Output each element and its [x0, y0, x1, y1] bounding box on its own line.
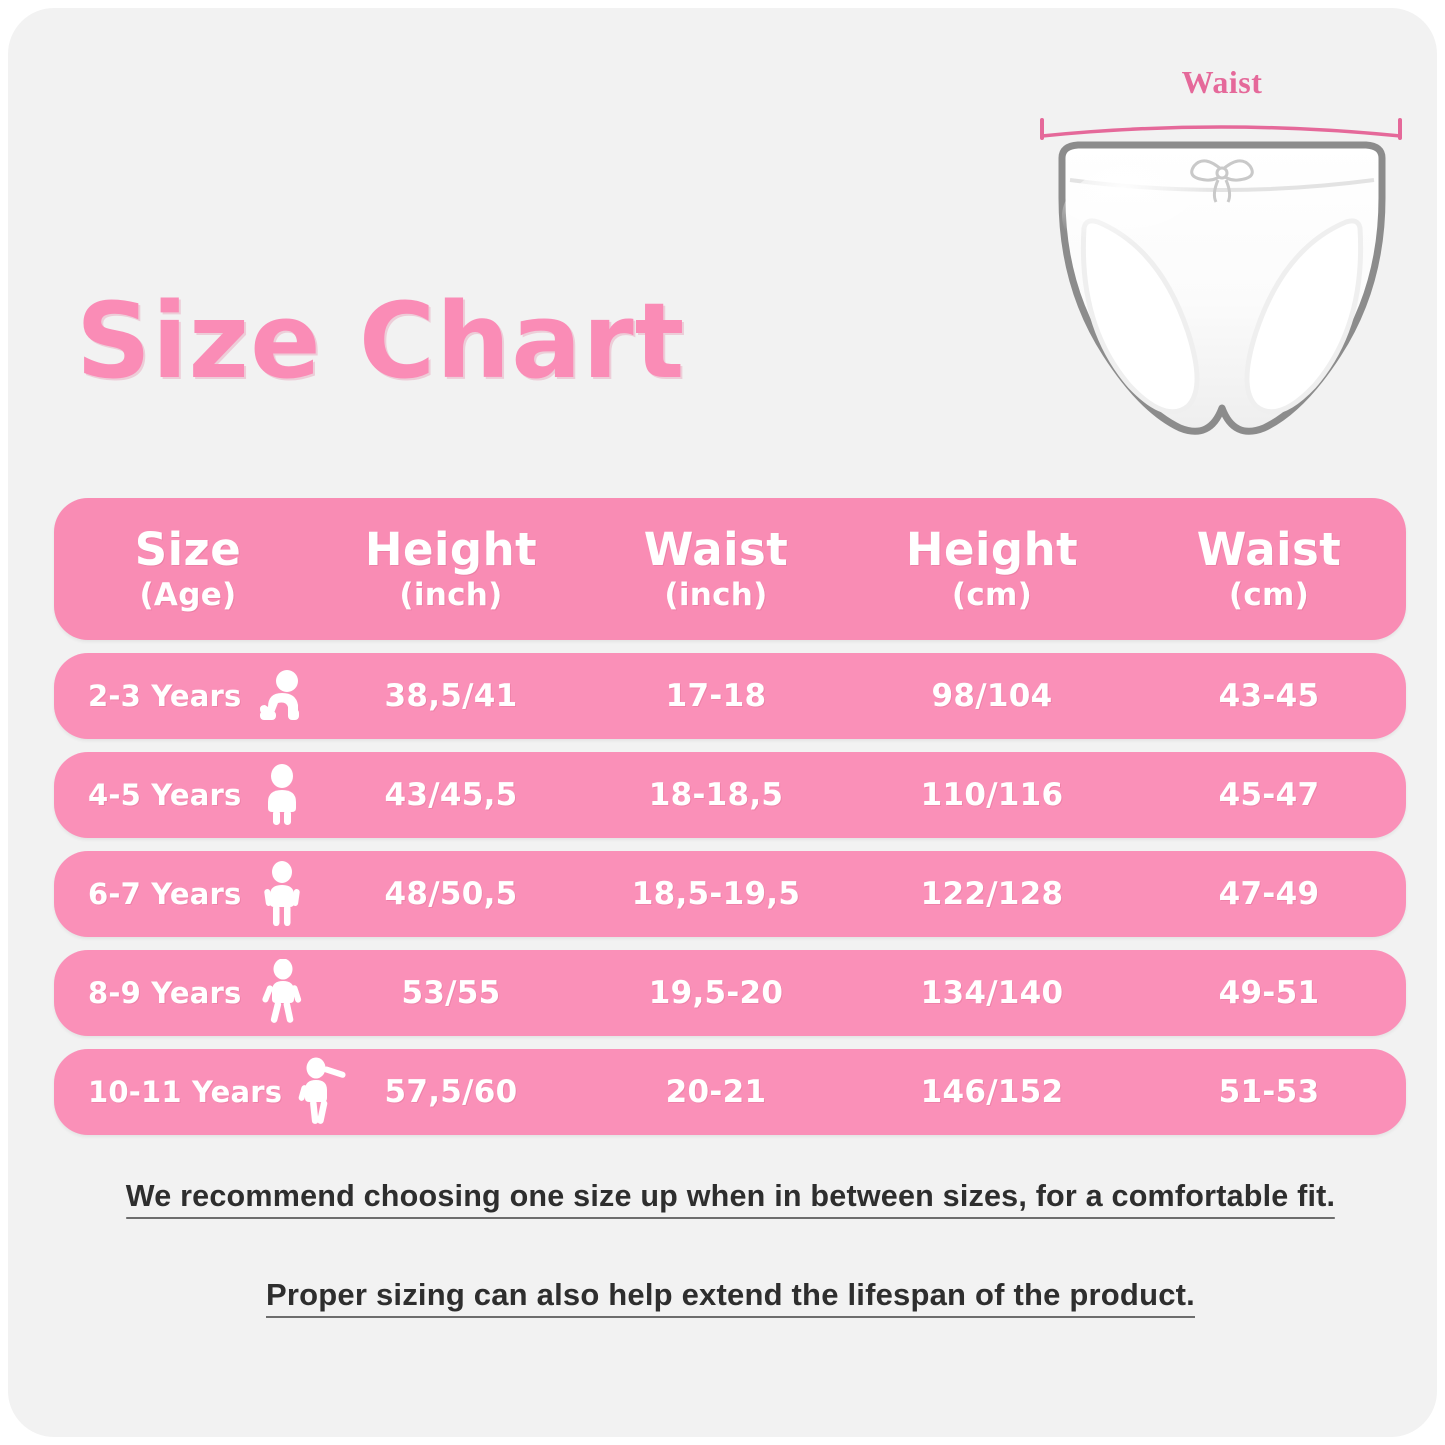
cell-waist-inch: 17-18	[665, 678, 767, 714]
cell-waist-inch: 18-18,5	[648, 777, 784, 813]
waist-measure-label: Waist	[1181, 64, 1263, 100]
size-age-label: 10-11 Years	[88, 1075, 283, 1109]
size-age-cell: 10-11 Years	[54, 1057, 346, 1124]
cell-waist-cm: 43-45	[1218, 678, 1320, 714]
size-table: Size (Age) Height (inch) Waist (inch) He…	[54, 498, 1406, 1148]
column-header-waist-cm-main: Waist	[1196, 523, 1342, 577]
cell-height-inch: 38,5/41	[384, 678, 518, 714]
waist-measure-arrow-icon	[1040, 118, 1402, 140]
cell-height-cm: 110/116	[920, 777, 1064, 813]
table-row: 4-5 Years 43/45,5 18-18,5 110/116 45-47	[54, 752, 1406, 838]
size-age-label: 2-3 Years	[88, 679, 242, 713]
cell-height-cm: 98/104	[931, 678, 1053, 714]
table-header-row: Size (Age) Height (inch) Waist (inch) He…	[54, 498, 1406, 640]
page-title: Size Chart	[76, 280, 686, 402]
size-age-cell: 6-7 Years	[54, 861, 322, 926]
size-age-label: 6-7 Years	[88, 877, 242, 911]
cell-height-inch: 53/55	[401, 975, 501, 1011]
footer-notes: We recommend choosing one size up when i…	[8, 1178, 1437, 1318]
cell-waist-inch: 20-21	[665, 1074, 767, 1110]
note-line-1: We recommend choosing one size up when i…	[19, 1178, 1437, 1219]
note-line-2-text: Proper sizing can also help extend the l…	[266, 1277, 1195, 1318]
cell-height-inch: 43/45,5	[384, 777, 518, 813]
column-header-height-cm-main: Height	[905, 523, 1079, 577]
cell-height-cm: 134/140	[920, 975, 1064, 1011]
walking-child-icon	[251, 959, 313, 1025]
standing-child-icon	[251, 861, 313, 926]
size-age-cell: 4-5 Years	[54, 763, 322, 827]
cell-height-inch: 48/50,5	[384, 876, 518, 912]
cell-waist-inch: 19,5-20	[648, 975, 784, 1011]
size-age-label: 8-9 Years	[88, 976, 242, 1010]
column-header-size-main: Size	[134, 523, 242, 577]
cell-height-cm: 146/152	[920, 1074, 1064, 1110]
standing-toddler-icon	[251, 763, 313, 827]
column-header-waist-cm-sub: (cm)	[1228, 577, 1310, 614]
column-header-height-cm: Height (cm)	[852, 526, 1132, 612]
table-row: 6-7 Years 48/50,5 18,5-19,5 1	[54, 851, 1406, 937]
arms-out-child-icon	[292, 1057, 354, 1124]
table-row: 8-9 Years 53/55 19,5-20 134/1	[54, 950, 1406, 1036]
crawling-baby-icon	[251, 664, 313, 728]
column-header-waist-inch-sub: (inch)	[664, 577, 768, 614]
column-header-waist-inch-main: Waist	[643, 523, 789, 577]
chart-card: Waist	[8, 8, 1437, 1437]
column-header-height-inch-main: Height	[364, 523, 538, 577]
note-line-1-text: We recommend choosing one size up when i…	[125, 1178, 1336, 1219]
size-age-cell: 8-9 Years	[54, 959, 322, 1025]
cell-height-inch: 57,5/60	[384, 1074, 518, 1110]
column-header-size: Size (Age)	[54, 526, 322, 612]
size-age-label: 4-5 Years	[88, 778, 242, 812]
cell-waist-cm: 45-47	[1218, 777, 1320, 813]
table-row: 2-3 Years 38,5/41 17-18 98/104 43-45	[54, 653, 1406, 739]
cell-waist-cm: 47-49	[1218, 876, 1320, 912]
briefs-illustration-icon	[1058, 141, 1386, 435]
cell-waist-cm: 49-51	[1218, 975, 1320, 1011]
column-header-height-inch-sub: (inch)	[399, 577, 503, 614]
size-age-cell: 2-3 Years	[54, 664, 322, 728]
product-illustration: Waist	[1026, 64, 1418, 444]
column-header-height-inch: Height (inch)	[322, 526, 580, 612]
column-header-waist-cm: Waist (cm)	[1132, 526, 1406, 612]
table-row: 10-11 Years 57,5/60 20-21 146	[54, 1049, 1406, 1135]
column-header-size-sub: (Age)	[139, 577, 237, 614]
note-line-2: Proper sizing can also help extend the l…	[8, 1277, 1437, 1318]
column-header-height-cm-sub: (cm)	[951, 577, 1033, 614]
cell-waist-inch: 18,5-19,5	[631, 876, 801, 912]
cell-height-cm: 122/128	[920, 876, 1064, 912]
cell-waist-cm: 51-53	[1218, 1074, 1320, 1110]
column-header-waist-inch: Waist (inch)	[580, 526, 852, 612]
